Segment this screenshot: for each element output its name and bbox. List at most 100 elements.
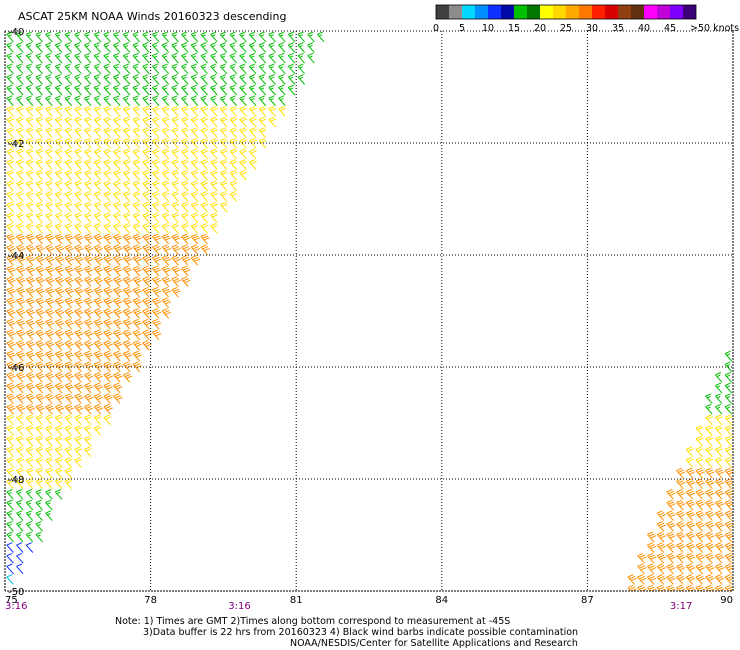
wind-barb — [25, 169, 34, 181]
wind-barb — [152, 265, 162, 277]
wind-barb — [54, 223, 63, 234]
wind-barb — [54, 446, 63, 458]
wind-barb — [666, 531, 676, 543]
wind-barb — [297, 74, 306, 85]
wind-barb — [685, 478, 696, 490]
colorbar-swatch — [488, 5, 501, 19]
wind-barb — [16, 201, 24, 213]
wind-barb — [35, 31, 43, 43]
wind-barb — [93, 106, 102, 117]
wind-barb — [142, 95, 150, 106]
wind-barb — [103, 403, 113, 415]
wind-barb — [25, 435, 34, 447]
wind-barb — [16, 254, 26, 266]
wind-barb — [715, 520, 725, 532]
wind-barb — [656, 584, 666, 591]
wind-barb — [268, 106, 277, 117]
wind-barb — [210, 52, 218, 64]
wind-barb — [647, 574, 657, 585]
wind-barb — [161, 106, 170, 117]
wind-barb — [35, 510, 43, 521]
wind-barb — [35, 137, 44, 149]
wind-barb — [171, 137, 180, 149]
wind-barb — [715, 393, 723, 404]
wind-barb — [45, 191, 53, 202]
wind-barb — [724, 510, 733, 521]
wind-barb — [93, 148, 102, 160]
wind-barb — [171, 95, 179, 106]
wind-barb — [45, 42, 53, 53]
wind-barb — [695, 574, 705, 585]
wind-barb — [45, 106, 53, 117]
wind-barb — [715, 542, 725, 553]
wind-barb — [219, 137, 228, 149]
wind-barb — [6, 63, 14, 75]
wind-barb — [219, 148, 228, 160]
wind-barb — [6, 340, 16, 351]
wind-barb — [171, 201, 180, 213]
wind-barb — [6, 308, 16, 319]
wind-barb — [210, 95, 218, 106]
wind-barb — [724, 372, 733, 383]
wind-barb — [84, 393, 94, 404]
wind-barb — [25, 137, 34, 149]
wind-barb — [113, 244, 123, 255]
wind-barb — [685, 520, 696, 532]
wind-barb — [84, 63, 92, 75]
wind-barb — [113, 340, 123, 351]
wind-barb — [16, 308, 26, 319]
wind-barb — [307, 42, 315, 53]
wind-barb — [685, 563, 696, 575]
wind-barb — [705, 584, 715, 591]
wind-barb — [16, 478, 24, 490]
latitude-tick-label: -50 — [8, 587, 24, 598]
wind-barb — [64, 265, 74, 277]
wind-barb — [45, 223, 53, 234]
wind-barb — [93, 329, 103, 341]
wind-barb — [152, 106, 160, 117]
wind-barb — [64, 116, 73, 128]
wind-barb — [6, 467, 15, 479]
wind-barb — [25, 74, 34, 85]
wind-barb — [64, 223, 73, 234]
wind-barb — [103, 148, 112, 160]
wind-barb — [113, 42, 121, 53]
wind-barb — [6, 435, 15, 447]
wind-barb — [93, 414, 102, 426]
wind-barb — [74, 382, 84, 394]
wind-barb — [25, 52, 34, 64]
pass-time-label: 3:16 — [228, 601, 250, 612]
wind-barb — [74, 137, 82, 149]
wind-barb — [54, 127, 63, 138]
wind-barb — [64, 31, 73, 43]
wind-barb — [103, 340, 113, 351]
wind-barb — [54, 212, 63, 224]
wind-barb — [647, 542, 657, 553]
wind-barb — [142, 180, 150, 192]
wind-barb — [190, 212, 199, 224]
wind-barb — [705, 520, 715, 532]
wind-barb — [181, 265, 191, 277]
wind-barb — [705, 499, 715, 511]
wind-barb — [64, 467, 73, 479]
wind-barb — [122, 159, 131, 170]
wind-barb — [200, 159, 209, 170]
wind-barb — [190, 127, 199, 138]
wind-barb — [190, 31, 199, 43]
wind-barb — [229, 116, 238, 128]
wind-barb — [74, 244, 84, 255]
wind-barb — [258, 42, 267, 53]
wind-barb — [54, 116, 63, 128]
wind-barb — [152, 74, 160, 85]
wind-barb — [93, 191, 102, 202]
wind-barb — [35, 478, 44, 490]
wind-barb — [16, 265, 26, 277]
wind-barb — [287, 74, 296, 85]
wind-barb — [161, 95, 170, 106]
wind-barb — [113, 74, 121, 85]
latitude-tick-label: -44 — [8, 251, 24, 262]
wind-barb — [200, 212, 209, 224]
wind-barb — [695, 542, 705, 553]
wind-barb — [35, 180, 44, 192]
wind-barb — [656, 510, 666, 521]
